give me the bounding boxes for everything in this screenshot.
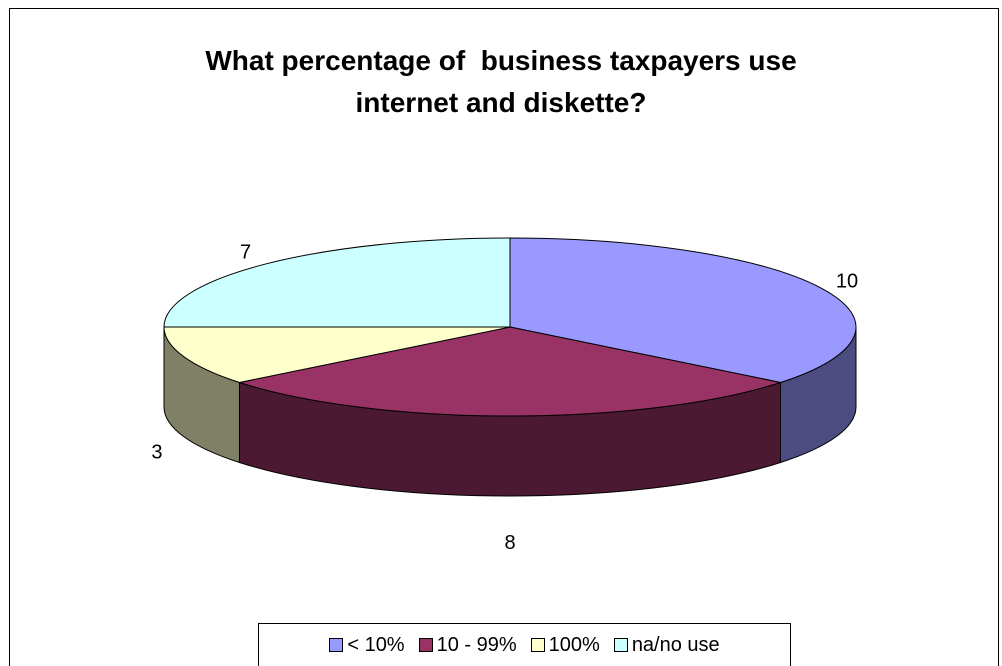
data-label-2: 3 (151, 442, 162, 464)
legend-item-na-no-use: na/no use (613, 633, 720, 657)
pie-slice-3 (163, 237, 511, 328)
legend-swatch (418, 638, 433, 652)
pie-top (163, 237, 857, 417)
legend-swatch (530, 638, 545, 652)
chart-title-line-2: internet and diskette? (355, 87, 647, 118)
pie-slice-0 (509, 237, 857, 384)
legend-label: 100% (548, 633, 600, 656)
legend-label: < 10% (347, 633, 405, 656)
data-label-1: 8 (504, 532, 515, 554)
data-label-3: 7 (240, 241, 251, 263)
data-label-0: 10 (836, 271, 858, 293)
legend-label: na/no use (631, 633, 720, 656)
legend-swatch (329, 638, 344, 652)
legend: < 10% 10 - 99% 100% na/no use (258, 623, 791, 666)
legend-item-under-10: < 10% (329, 633, 405, 657)
pie-sides (163, 326, 857, 497)
legend-item-100: 100% (530, 633, 600, 657)
legend-item-10-99: 10 - 99% (418, 633, 517, 657)
pie-slice-1 (237, 326, 783, 417)
pie-slice-2 (163, 326, 511, 384)
legend-label: 10 - 99% (436, 633, 517, 656)
chart-title: What percentage of business taxpayers us… (0, 40, 1002, 124)
chart-title-line-1: What percentage of business taxpayers us… (205, 45, 797, 76)
legend-swatch (613, 638, 628, 652)
